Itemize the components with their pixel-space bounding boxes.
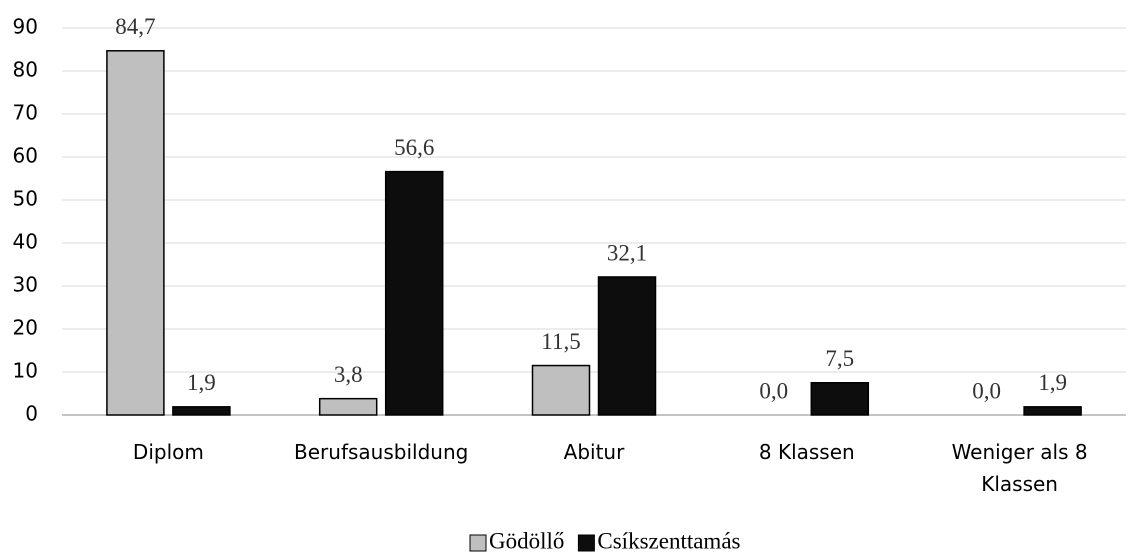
x-tick-label: 8 Klassen xyxy=(758,440,855,464)
value-label: 1,9 xyxy=(187,370,216,395)
y-tick-label: 70 xyxy=(13,101,38,125)
value-label: 84,7 xyxy=(115,14,155,39)
legend-swatch xyxy=(577,534,595,552)
bar xyxy=(597,276,657,416)
y-tick-label: 30 xyxy=(13,273,38,297)
y-tick-label: 20 xyxy=(13,316,38,340)
x-tick-label: Berufsausbildung xyxy=(294,440,469,464)
legend-swatch xyxy=(469,534,487,552)
value-label: 0,0 xyxy=(972,378,1001,403)
bar xyxy=(384,170,444,416)
y-tick-label: 50 xyxy=(13,187,38,211)
x-tick-label: Abitur xyxy=(563,440,625,464)
bar xyxy=(172,406,231,416)
value-label: 32,1 xyxy=(607,240,647,265)
y-tick-label: 90 xyxy=(13,15,38,39)
bar xyxy=(531,364,591,416)
x-tick-label: Weniger als 8 Klassen xyxy=(951,440,1088,496)
y-tick-label: 80 xyxy=(13,58,38,82)
y-tick-label: 0 xyxy=(25,402,38,426)
legend-label: Csíkszenttamás xyxy=(597,528,740,553)
y-tick-label: 40 xyxy=(13,230,38,254)
value-label: 1,9 xyxy=(1038,370,1067,395)
bar xyxy=(106,50,165,416)
value-label: 3,8 xyxy=(334,362,363,387)
value-label: 7,5 xyxy=(825,346,854,371)
x-tick-label: Diplom xyxy=(132,440,204,464)
value-label: 0,0 xyxy=(759,378,788,403)
value-label: 56,6 xyxy=(394,135,434,160)
y-tick-label: 60 xyxy=(13,144,38,168)
bar xyxy=(1023,406,1082,416)
bar xyxy=(318,397,378,416)
y-tick-label: 10 xyxy=(13,359,38,383)
bar xyxy=(810,382,870,416)
legend-label: Gödöllő xyxy=(489,528,564,553)
value-label: 11,5 xyxy=(541,329,580,354)
